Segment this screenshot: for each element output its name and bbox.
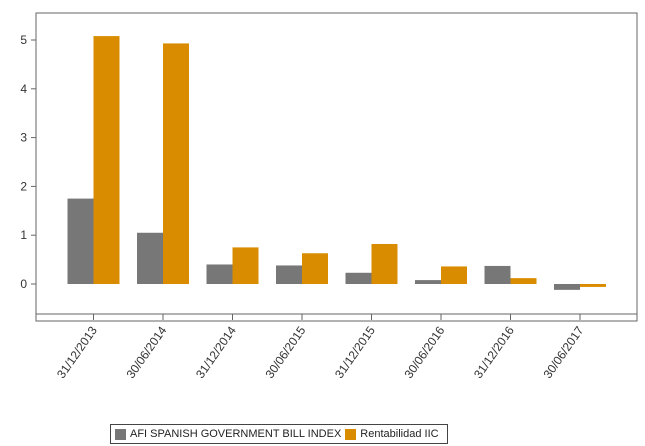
- bar-rentabilidad-6: [510, 278, 537, 284]
- bar-rentabilidad-3: [302, 253, 328, 284]
- bar-afi-5: [415, 280, 441, 284]
- x-tick-label: 31/12/2016: [471, 323, 517, 380]
- x-tick-label: 30/06/2014: [124, 323, 170, 380]
- bar-afi-1: [137, 232, 163, 284]
- x-axis-labels: 31/12/2013 30/06/2014 31/12/2014 30/06/2015…: [54, 314, 587, 381]
- bar-afi-2: [206, 264, 233, 284]
- legend: AFI SPANISH GOVERNMENT BILL INDEX Rentab…: [110, 424, 448, 444]
- bar-afi-0: [67, 198, 94, 284]
- x-tick-label: 31/12/2013: [54, 323, 100, 380]
- y-tick-label: 3: [20, 131, 27, 145]
- y-tick-label: 5: [20, 33, 27, 47]
- bar-series-group: [67, 36, 606, 290]
- x-tick-label: 30/06/2016: [402, 323, 448, 380]
- bar-rentabilidad-7: [580, 284, 606, 287]
- x-tick-label: 31/12/2015: [332, 323, 378, 380]
- y-tick-label: 1: [20, 228, 27, 242]
- legend-swatch-rentabilidad: [345, 428, 357, 440]
- legend-item-afi: AFI SPANISH GOVERNMENT BILL INDEX: [115, 428, 341, 440]
- bar-afi-6: [484, 265, 511, 284]
- bar-rentabilidad-1: [163, 43, 189, 284]
- x-tick-label: 30/06/2017: [541, 323, 587, 380]
- bar-rentabilidad-4: [371, 243, 398, 284]
- x-tick-label: 31/12/2014: [193, 323, 239, 380]
- x-tick-label: 30/06/2015: [263, 323, 309, 380]
- y-axis-ticks: 0 1 2 3 4 5: [20, 33, 36, 291]
- legend-item-rentabilidad: Rentabilidad IIC: [345, 428, 439, 440]
- y-tick-label: 2: [20, 179, 27, 193]
- bar-afi-7: [554, 284, 580, 290]
- y-tick-label: 0: [20, 277, 27, 291]
- legend-label-rentabilidad: Rentabilidad IIC: [360, 428, 439, 440]
- bar-afi-3: [276, 265, 302, 284]
- bar-rentabilidad-0: [93, 36, 120, 284]
- legend-label-afi: AFI SPANISH GOVERNMENT BILL INDEX: [130, 428, 342, 440]
- bar-rentabilidad-5: [441, 266, 467, 284]
- plot-area-frame: [35, 12, 638, 322]
- y-tick-label: 4: [20, 82, 27, 96]
- bar-afi-4: [345, 272, 372, 284]
- legend-swatch-afi: [115, 428, 126, 440]
- bar-rentabilidad-2: [232, 247, 259, 284]
